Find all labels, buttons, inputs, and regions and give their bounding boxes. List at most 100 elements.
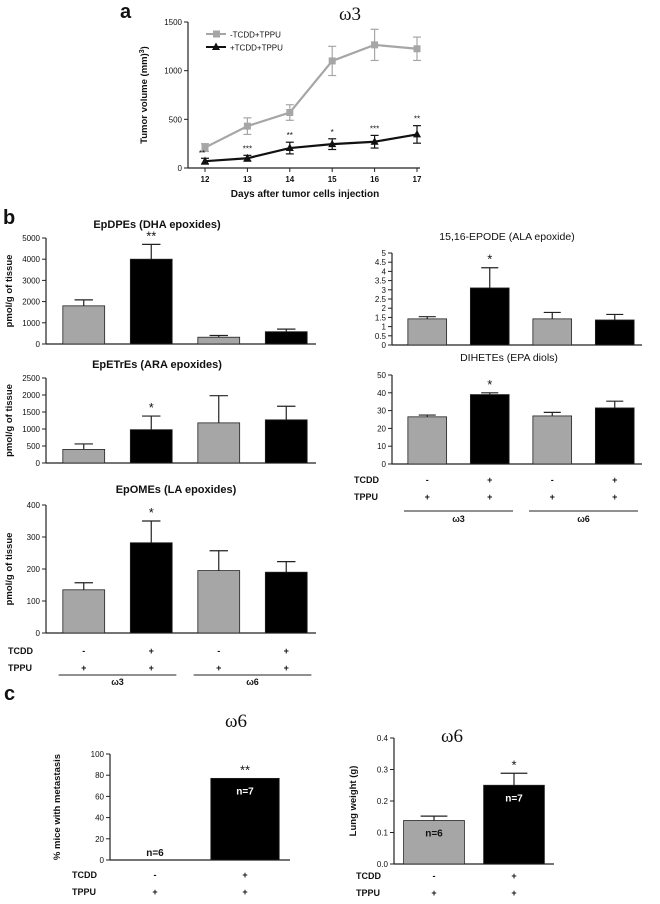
data-point-a-0 xyxy=(328,57,336,65)
data-point-a-1 xyxy=(243,153,252,162)
y-tick-label-b1: 2000 xyxy=(22,298,40,307)
bar-b3-3 xyxy=(264,571,308,634)
y-axis-title-a: Tumor volume (mm)3) xyxy=(139,46,151,144)
group-label-b3: ω6 xyxy=(246,677,259,687)
group-label-b3: ω3 xyxy=(111,677,124,687)
condition-value-b5: + xyxy=(612,475,617,485)
significance-c2: * xyxy=(511,757,516,772)
y-axis-title-superscript: 3 xyxy=(139,49,146,53)
data-point-a-0 xyxy=(243,122,251,130)
y-axis-title-b2: pmol/g of tissue xyxy=(4,384,15,457)
significance-b1: ** xyxy=(146,228,156,243)
y-tick-label-c1: 40 xyxy=(95,814,104,823)
significance-b5: * xyxy=(487,377,492,392)
chart-title-b3: EpOMEs (LA epoxides) xyxy=(116,484,237,496)
condition-value-b5: - xyxy=(426,475,429,485)
y-tick-label-b3: 100 xyxy=(27,597,41,606)
condition-value-b5: + xyxy=(550,492,555,502)
y-tick-label-b5: 10 xyxy=(377,442,386,451)
y-tick-label-b4: 2 xyxy=(382,304,387,313)
significance-a: ** xyxy=(199,149,205,158)
bar-b1-0 xyxy=(62,305,106,345)
group-label-b5: ω6 xyxy=(577,514,590,524)
condition-value-b3: + xyxy=(284,646,289,656)
condition-value-c2: + xyxy=(431,888,436,898)
y-tick-label-c1: 100 xyxy=(91,750,105,759)
condition-value-c1: - xyxy=(154,870,157,880)
condition-value-c1: + xyxy=(152,887,157,897)
y-tick-label-c1: 60 xyxy=(95,792,104,801)
y-tick-label-a: 1500 xyxy=(164,18,182,27)
series-line-a-0 xyxy=(204,43,418,149)
y-tick-label-a: 1000 xyxy=(164,67,182,76)
y-tick-label-b5: 0 xyxy=(382,460,387,469)
y-tick-label-b3: 400 xyxy=(27,501,41,510)
y-tick-label-b4: 2.5 xyxy=(375,295,387,304)
y-tick-label-b4: 4 xyxy=(382,267,387,276)
condition-value-b5: + xyxy=(487,475,492,485)
condition-label-b3: TPPU xyxy=(8,663,32,673)
condition-label-c1: TPPU xyxy=(72,887,96,897)
x-tick-label-a: 16 xyxy=(370,175,379,184)
bar-b3-2 xyxy=(197,570,241,634)
significance-a: ** xyxy=(287,131,293,140)
y-tick-label-a: 500 xyxy=(169,115,183,124)
y-tick-label-b5: 30 xyxy=(377,407,386,416)
condition-value-b5: + xyxy=(487,492,492,502)
condition-value-c2: + xyxy=(511,888,516,898)
y-tick-label-b1: 5000 xyxy=(22,234,40,243)
y-tick-label-b2: 500 xyxy=(27,442,41,451)
chart-a: 0 500 1000 1500 12 13 14 15 16 17 Days after tumor… xyxy=(139,4,422,200)
panel-letter-c: c xyxy=(4,683,15,705)
bar-b3-1 xyxy=(129,542,173,634)
condition-label-c2: TCDD xyxy=(356,871,381,881)
significance-a: ** xyxy=(414,115,420,124)
y-tick-label-b5: 50 xyxy=(377,371,386,380)
data-point-a-1 xyxy=(370,137,379,145)
chart-title-b4: 15,16-EPODE (ALA epoxide) xyxy=(439,231,574,243)
y-tick-label-c2: 0.3 xyxy=(377,766,389,775)
y-tick-label-b3: 200 xyxy=(27,565,41,574)
panel-letter-b: b xyxy=(3,207,15,229)
y-tick-label-c1: 80 xyxy=(95,771,104,780)
y-tick-label-b2: 0 xyxy=(36,459,41,468)
significance-a: *** xyxy=(370,124,379,133)
chart-title-b2: EpETrEs (ARA epoxides) xyxy=(92,359,222,371)
condition-value-b3: + xyxy=(149,646,154,656)
series-line-a-1 xyxy=(204,133,418,163)
y-axis-title-b1: pmol/g of tissue xyxy=(4,255,15,328)
bar-b2-2 xyxy=(197,422,241,464)
significance-c1: ** xyxy=(240,762,250,777)
bar-b1-1 xyxy=(129,258,173,345)
bar-b4-0 xyxy=(407,318,448,346)
y-tick-label-c2: 0.4 xyxy=(377,734,389,743)
bar-b2-1 xyxy=(129,429,173,464)
data-point-a-1 xyxy=(413,129,421,138)
data-point-a-0 xyxy=(201,144,209,152)
y-axis-title-b3: pmol/g of tissue xyxy=(4,533,15,606)
y-tick-label-b2: 2000 xyxy=(22,391,40,400)
condition-value-b5: + xyxy=(425,492,430,502)
y-tick-label-b4: 3 xyxy=(382,286,387,295)
x-axis-title-a: Days after tumor cells injection xyxy=(231,189,379,200)
chart-b3: EpOMEs (LA epoxides) 0 100 200 300 400 pmol/g … xyxy=(4,484,316,687)
condition-value-b3: + xyxy=(149,663,154,673)
chart-b2: EpETrEs (ARA epoxides) 0 500 1000 1500 2000 25… xyxy=(4,359,316,468)
data-point-a-1 xyxy=(328,139,337,148)
chart-b5: DIHETEs (EPA diols) 0 10 20 30 40 50 * TCDD - + - + T… xyxy=(354,352,642,524)
condition-label-b5: TPPU xyxy=(354,492,378,502)
bar-b2-3 xyxy=(264,419,308,464)
x-tick-label-a: 12 xyxy=(201,175,210,184)
y-tick-label-b4: 1 xyxy=(382,323,387,332)
legend-label-a-1: +TCDD+TPPU xyxy=(230,44,283,53)
y-tick-label-b5: 20 xyxy=(377,424,386,433)
condition-value-b3: + xyxy=(284,663,289,673)
y-tick-label-b2: 2500 xyxy=(22,374,40,383)
n-label-c2: n=6 xyxy=(425,829,443,840)
chart-b4: 15,16-EPODE (ALA epoxide) 00.511.522.533.… xyxy=(375,231,642,350)
significance-a: *** xyxy=(243,144,252,153)
condition-value-b3: + xyxy=(216,663,221,673)
y-tick-label-b4: 1.5 xyxy=(375,313,387,322)
data-point-a-1 xyxy=(201,156,209,165)
significance-a: * xyxy=(331,128,334,137)
